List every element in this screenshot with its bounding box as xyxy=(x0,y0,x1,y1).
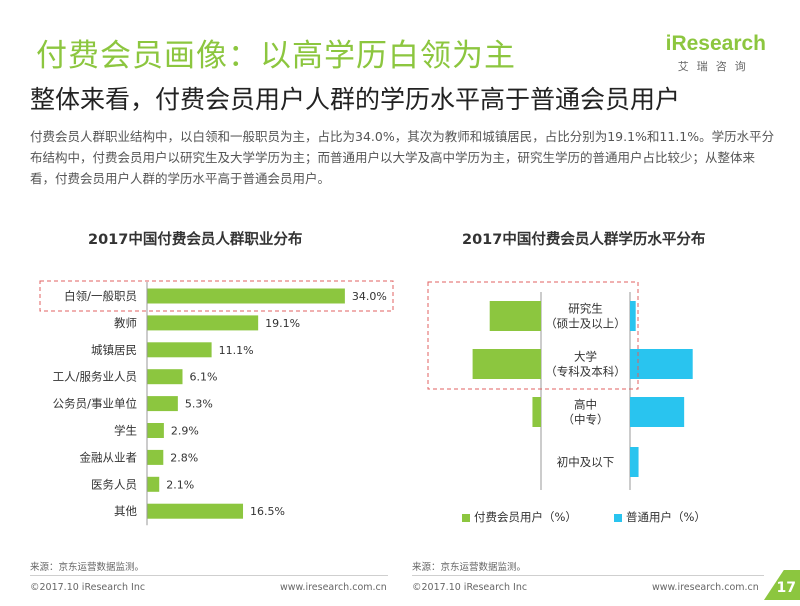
bar-education-paid-2 xyxy=(532,397,541,427)
chart-title-occupation: 2017中国付费会员人群职业分布 xyxy=(88,232,303,248)
data-label-occupation-7: 2.1% xyxy=(166,478,194,491)
tick-label-occupation-3: 工人/服务业人员 xyxy=(53,370,137,384)
bar-occupation-1 xyxy=(147,315,259,331)
data-label-occupation-4: 5.3% xyxy=(185,398,213,411)
bar-occupation-6 xyxy=(147,449,164,465)
footer-divider-right xyxy=(412,575,764,576)
tick-label-education-1-1: （专科及本科） xyxy=(545,365,626,379)
tick-label-occupation-6: 金融从业者 xyxy=(80,450,138,464)
bar-occupation-4 xyxy=(147,396,178,412)
bar-education-paid-1 xyxy=(472,349,541,379)
tick-label-occupation-7: 医务人员 xyxy=(91,477,137,491)
legend-normal-swatch xyxy=(614,513,622,522)
highlight-box-education xyxy=(427,281,639,390)
bar-education-normal-0 xyxy=(630,301,636,331)
page-title: 付费会员画像：以高学历白领为主 xyxy=(36,38,516,74)
chart-title-education: 2017中国付费会员人群学历水平分布 xyxy=(462,232,706,248)
data-label-occupation-5: 2.9% xyxy=(171,425,199,438)
source-left: 来源：京东运营数据监测。 xyxy=(30,562,145,573)
data-label-occupation-3: 6.1% xyxy=(190,371,218,384)
logo-wordmark: iResearch xyxy=(665,32,766,55)
url-right: www.iresearch.com.cn xyxy=(652,582,759,593)
tick-label-education-0-1: （硕士及以上） xyxy=(545,317,626,331)
tick-label-occupation-8: 其他 xyxy=(114,504,137,518)
tick-label-education-3-0: 初中及以下 xyxy=(557,455,615,469)
highlight-box-occupation xyxy=(39,280,394,312)
tick-label-occupation-2: 城镇居民 xyxy=(91,343,137,357)
legend-paid-swatch xyxy=(462,513,470,522)
legend-normal: 普通用户（%） xyxy=(614,509,706,525)
bar-education-normal-3 xyxy=(630,447,639,477)
tick-label-education-0-0: 研究生 xyxy=(568,302,603,316)
copyright-right: ©2017.10 iResearch Inc xyxy=(412,582,528,593)
data-label-occupation-1: 19.1% xyxy=(265,317,300,330)
logo-chinese: 艾瑞咨询 xyxy=(677,60,754,73)
tick-label-occupation-4: 公务员/事业单位 xyxy=(53,397,137,411)
bar-education-normal-1 xyxy=(630,349,693,379)
page-subtitle: 整体来看，付费会员用户人群的学历水平高于普通会员用户 xyxy=(30,85,681,114)
legend-paid: 付费会员用户（%） xyxy=(462,509,577,525)
bar-occupation-2 xyxy=(147,342,212,358)
data-label-occupation-2: 11.1% xyxy=(219,344,254,357)
tick-label-occupation-0: 白领/一般职员 xyxy=(64,289,137,303)
tick-label-education-2-0: 高中 xyxy=(574,398,597,412)
bar-education-normal-2 xyxy=(630,397,685,427)
footer-divider-left xyxy=(30,575,388,576)
bar-occupation-3 xyxy=(147,369,183,385)
bar-occupation-7 xyxy=(147,476,160,492)
page-description: 付费会员人群职业结构中，以白领和一般职员为主，占比为34.0%，其次为教师和城镇… xyxy=(30,129,775,186)
url-left: www.iresearch.com.cn xyxy=(280,582,387,593)
tick-label-occupation-5: 学生 xyxy=(114,424,137,438)
bar-education-paid-0 xyxy=(489,301,541,331)
bar-occupation-5 xyxy=(147,423,164,438)
iresearch-logo: iResearch 艾瑞咨询 xyxy=(666,32,766,74)
tick-label-occupation-1: 教师 xyxy=(114,316,137,330)
tick-label-education-2-1: （中专） xyxy=(563,413,609,427)
source-right: 来源：京东运营数据监测。 xyxy=(412,562,527,573)
data-label-occupation-8: 16.5% xyxy=(250,505,285,518)
data-label-occupation-0: 34.0% xyxy=(352,290,387,303)
bar-occupation-0 xyxy=(147,288,345,304)
bar-occupation-8 xyxy=(147,503,244,519)
data-label-occupation-6: 2.8% xyxy=(170,451,198,464)
copyright-left: ©2017.10 iResearch Inc xyxy=(30,582,146,593)
tick-label-education-1-0: 大学 xyxy=(574,350,597,364)
